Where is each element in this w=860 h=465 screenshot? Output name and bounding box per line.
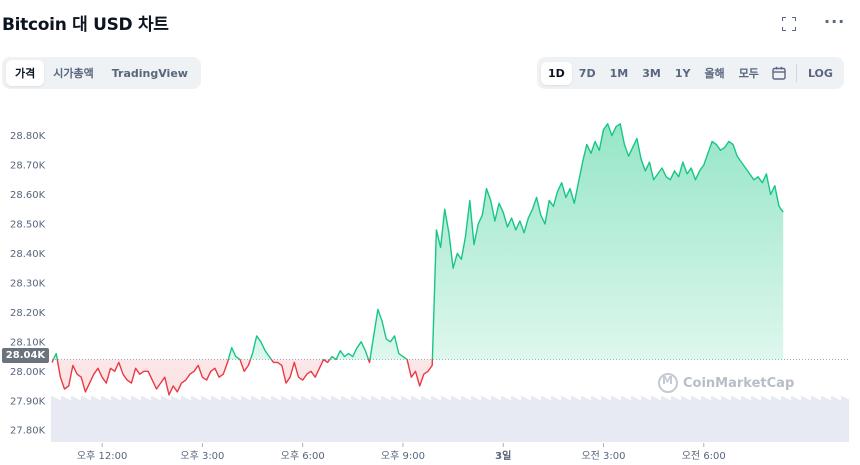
range-tabs: 1D 7D 1M 3M 1Y 올해 모두 LOG — [537, 57, 844, 89]
tab-tradingview[interactable]: TradingView — [111, 66, 188, 80]
area-above-baseline — [53, 123, 784, 360]
more-options-icon[interactable]: ··· — [824, 12, 846, 31]
x-tick-label: 오후 12:00 — [77, 450, 127, 462]
y-tick-label: 28.10K — [10, 337, 46, 348]
y-tick-label: 28.70K — [10, 161, 46, 172]
tab-range-ytd[interactable]: 올해 — [704, 67, 725, 80]
price-line-up — [52, 123, 784, 360]
tab-range-all[interactable]: 모두 — [738, 67, 759, 80]
tab-range-1y[interactable]: 1Y — [674, 66, 691, 80]
y-tick-label: 28.30K — [10, 278, 46, 289]
tab-price[interactable]: 가격 — [6, 60, 45, 86]
tab-range-1d[interactable]: 1D — [541, 61, 572, 85]
x-tick-label: 오전 3:00 — [581, 450, 625, 462]
coinmarketcap-logo-icon — [658, 373, 678, 393]
tab-range-7d[interactable]: 7D — [578, 66, 596, 80]
x-tick-label: 3일 — [495, 449, 511, 462]
price-line-down — [51, 359, 434, 396]
watermark: CoinMarketCap — [658, 373, 794, 393]
y-tick-label: 28.80K — [10, 131, 46, 142]
divider — [795, 64, 797, 82]
x-tick-label: 오후 6:00 — [281, 450, 325, 462]
chart-type-tabs: 가격 시가총액 TradingView — [2, 57, 201, 89]
x-tick-label: 오후 3:00 — [180, 450, 224, 462]
y-tick-label: 28.50K — [10, 219, 46, 230]
current-price-badge: 28.04K — [2, 348, 49, 363]
y-tick-label: 27.80K — [10, 426, 46, 437]
calendar-icon[interactable] — [768, 63, 790, 83]
expand-icon[interactable] — [782, 17, 796, 31]
x-tick-label: 오전 6:00 — [682, 450, 726, 462]
watermark-text: CoinMarketCap — [683, 375, 795, 391]
tab-range-1m[interactable]: 1M — [609, 66, 629, 80]
tab-range-3m[interactable]: 3M — [642, 66, 661, 80]
y-tick-label: 28.00K — [10, 367, 46, 378]
log-scale-toggle[interactable]: LOG — [807, 66, 833, 80]
x-tick-label: 오후 9:00 — [381, 450, 425, 462]
y-tick-label: 28.20K — [10, 308, 46, 319]
y-tick-label: 27.90K — [10, 396, 46, 407]
chart-title: Bitcoin 대 USD 차트 — [2, 15, 169, 35]
tab-market-cap[interactable]: 시가총액 — [53, 67, 94, 80]
y-tick-label: 28.40K — [10, 249, 46, 260]
y-tick-label: 28.60K — [10, 190, 46, 201]
